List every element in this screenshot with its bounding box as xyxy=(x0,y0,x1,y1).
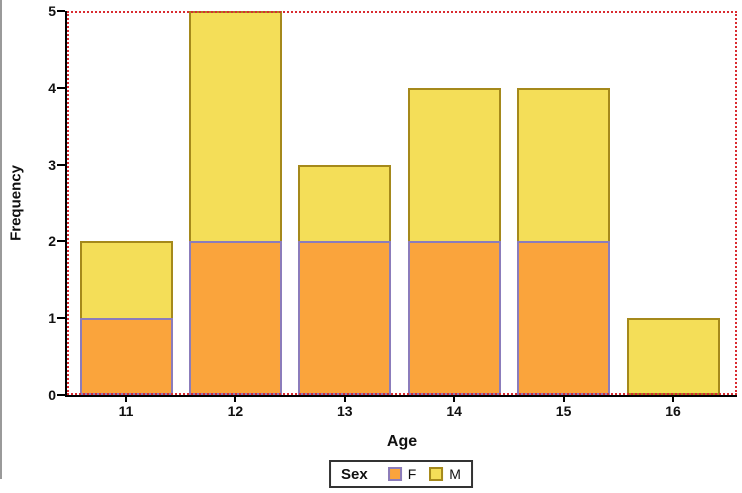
x-tick-13 xyxy=(343,397,346,402)
y-tick-0 xyxy=(57,394,65,396)
x-tick-label-12: 12 xyxy=(227,403,244,419)
legend-label-M: M xyxy=(449,466,461,482)
bar-age-11-segment-F xyxy=(79,318,173,395)
plot-area: 0 1 2 3 4 5 11 12 13 14 15 16 xyxy=(48,4,737,418)
window-left-edge xyxy=(0,0,2,479)
y-tick-label-4: 4 xyxy=(48,79,56,96)
bar-age-16-segment-M xyxy=(626,318,720,395)
legend-label-F: F xyxy=(407,466,417,482)
y-tick-label-2: 2 xyxy=(48,233,56,250)
x-tick-11 xyxy=(125,397,127,402)
bar-age-12-segment-M xyxy=(188,11,282,242)
y-tick-1 xyxy=(57,317,65,320)
legend-item-F: F xyxy=(387,466,417,482)
x-axis-title: Age xyxy=(386,433,418,450)
bar-age-15-segment-F xyxy=(517,241,611,395)
x-tick-14 xyxy=(453,397,456,402)
bars-layer xyxy=(67,11,737,395)
ticks-layer: 0 1 2 3 4 5 11 12 13 14 15 16 xyxy=(48,4,737,418)
y-tick-2 xyxy=(57,240,65,243)
legend-swatch-F xyxy=(387,467,402,481)
y-tick-3 xyxy=(57,163,65,166)
y-axis-title: Frequency xyxy=(7,165,25,241)
legend-swatch-M xyxy=(429,467,444,481)
y-tick-label-5: 5 xyxy=(48,3,56,19)
y-tick-label-0: 0 xyxy=(48,387,56,403)
y-tick-label-3: 3 xyxy=(48,156,56,173)
x-tick-label-13: 13 xyxy=(337,403,353,419)
y-tick-4 xyxy=(57,86,65,89)
legend-title: Sex xyxy=(341,465,368,483)
bar-age-11-segment-M xyxy=(79,241,173,319)
x-tick-label-15: 15 xyxy=(555,403,572,419)
bar-age-15-segment-M xyxy=(517,87,611,242)
bar-age-12-segment-F xyxy=(188,241,282,395)
x-tick-label-11: 11 xyxy=(118,403,134,419)
x-tick-label-14: 14 xyxy=(446,403,462,419)
x-tick-15 xyxy=(562,397,565,402)
x-tick-12 xyxy=(234,397,237,402)
x-tick-16 xyxy=(672,397,674,402)
bar-age-13-segment-F xyxy=(298,241,392,395)
bar-age-13-segment-M xyxy=(298,164,392,242)
y-tick-label-1: 1 xyxy=(48,310,56,327)
bar-age-14-segment-M xyxy=(407,87,501,242)
x-tick-label-16: 16 xyxy=(665,403,681,419)
y-tick-5 xyxy=(57,10,65,12)
legend-item-M: M xyxy=(429,466,461,482)
